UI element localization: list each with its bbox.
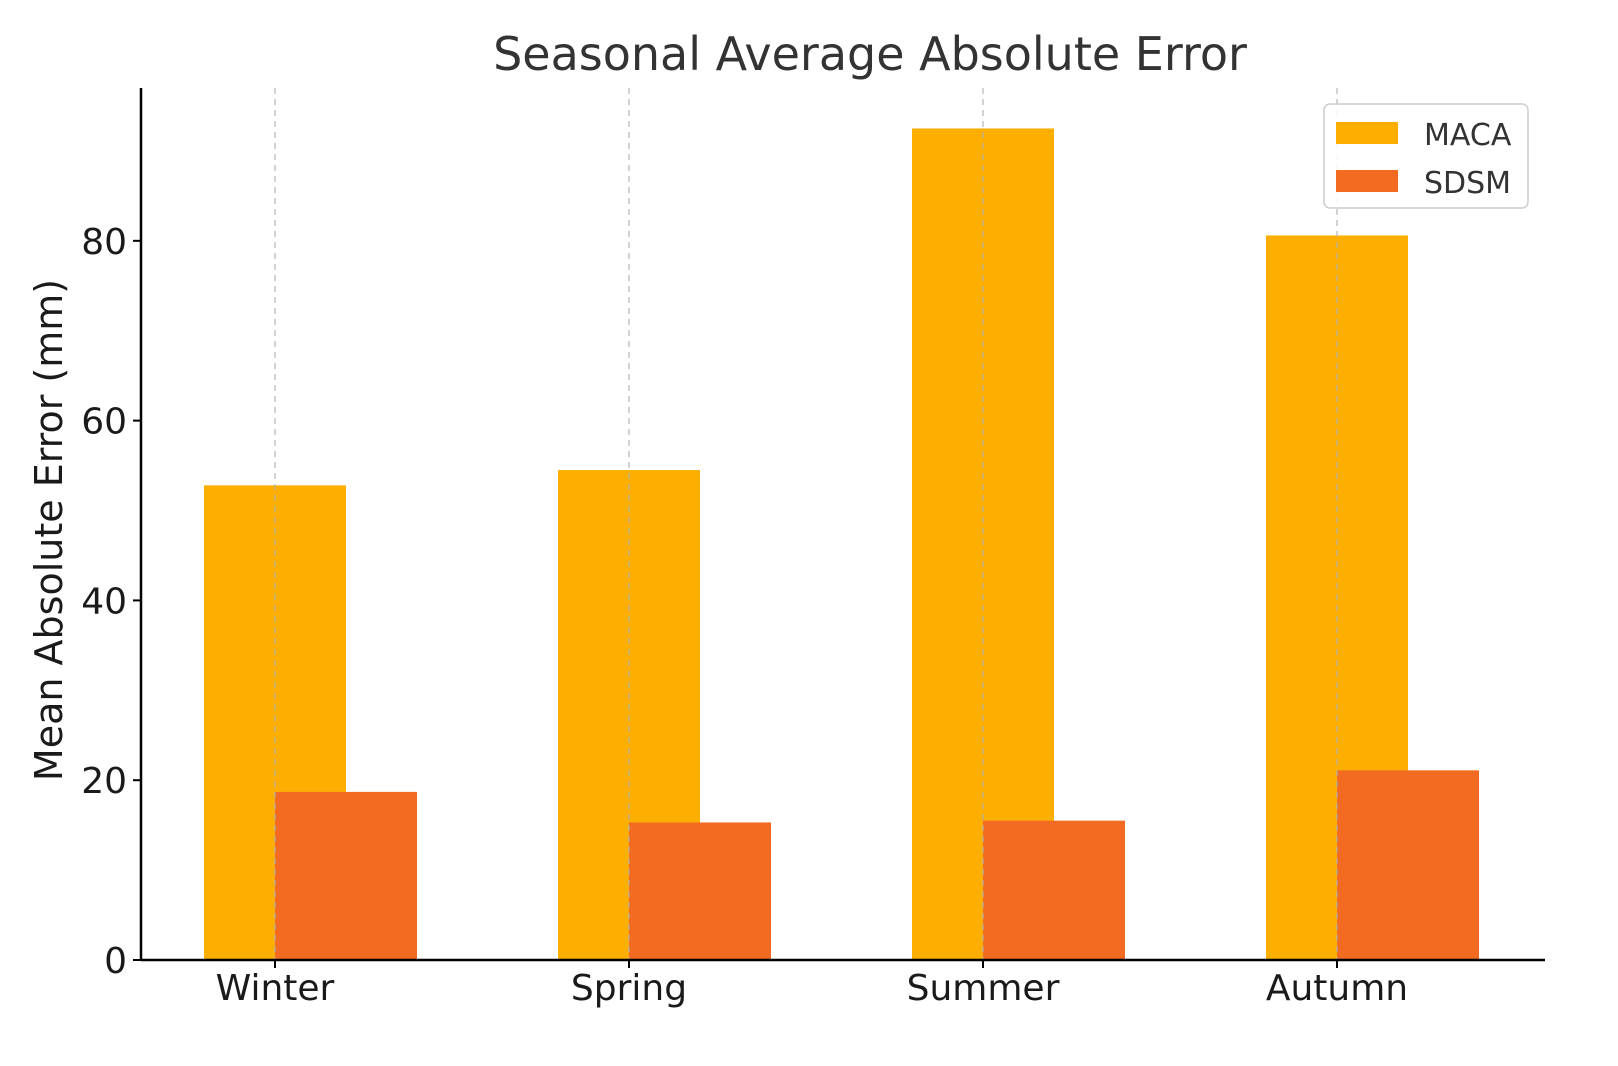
- bar-sdsm-autumn: [1337, 770, 1479, 960]
- bars-group: [204, 128, 1479, 961]
- legend-swatch-sdsm: [1336, 170, 1398, 192]
- legend: MACA SDSM: [1323, 103, 1529, 209]
- y-tick-label-0: 0: [104, 941, 127, 982]
- chart-title: Seasonal Average Absolute Error: [493, 27, 1247, 81]
- grid-lines: [274, 88, 1338, 960]
- legend-label-sdsm: SDSM: [1424, 166, 1511, 201]
- y-tick-label-80: 80: [81, 222, 127, 263]
- x-tick-label-winter: Winter: [216, 968, 335, 1009]
- y-tick-label-40: 40: [81, 581, 127, 622]
- x-tick-label-summer: Summer: [907, 968, 1060, 1009]
- bar-sdsm-winter: [275, 791, 417, 960]
- legend-label-maca: MACA: [1424, 118, 1512, 153]
- bar-sdsm-spring: [629, 822, 771, 960]
- y-tick-label-60: 60: [81, 402, 127, 443]
- bar-sdsm-summer: [983, 820, 1125, 960]
- tick-labels: 0 20 40 60 80 Winter Spring Summer Autumn: [81, 222, 1408, 1009]
- y-tick-label-20: 20: [81, 761, 127, 802]
- axes: [139, 88, 1545, 962]
- y-axis-label: Mean Absolute Error (mm): [27, 279, 71, 781]
- x-tick-label-autumn: Autumn: [1266, 968, 1408, 1009]
- legend-swatch-maca: [1336, 122, 1398, 144]
- x-tick-label-spring: Spring: [571, 968, 687, 1009]
